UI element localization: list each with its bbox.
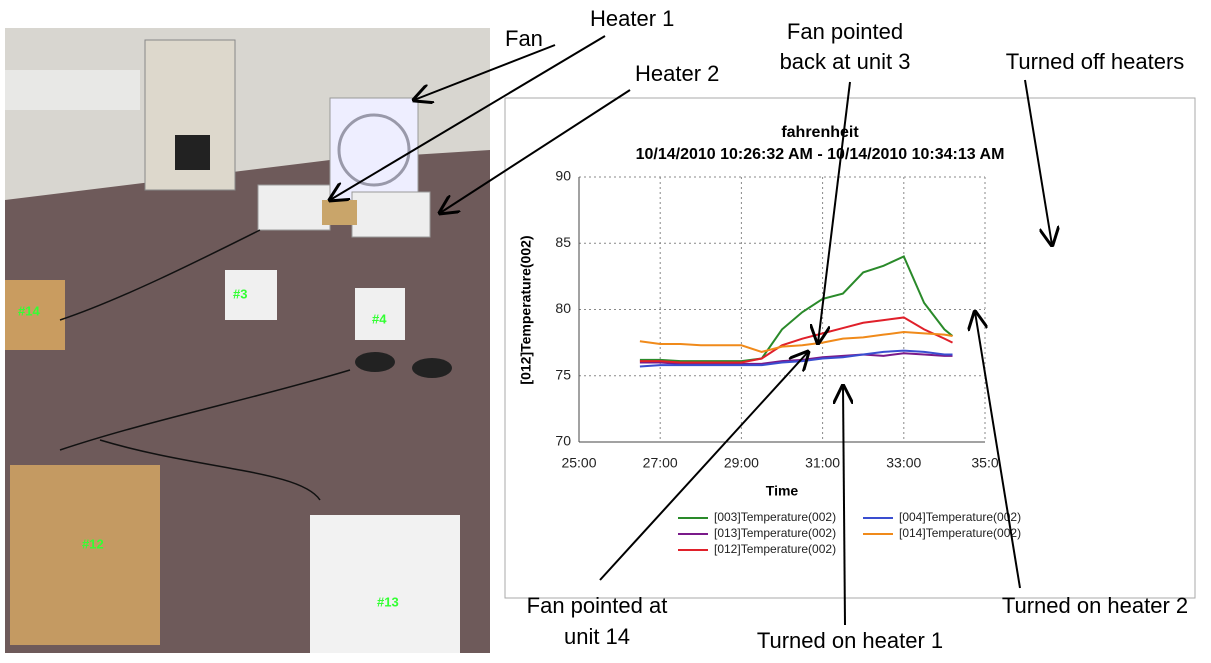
x-tick-label: 29:00 [724,455,759,471]
x-tick-label: 27:00 [643,455,678,471]
y-tick-label: 90 [555,168,571,184]
legend-label: [013]Temperature(002) [714,526,836,540]
annotation: unit 14 [564,624,630,649]
photo-label: #13 [377,594,399,609]
legend-label: [004]Temperature(002) [899,510,1021,524]
photo-label: #12 [82,536,104,551]
y-tick-label: 85 [555,234,571,250]
chart-frame [505,98,1195,598]
x-tick-label: 33:00 [886,455,921,471]
annotation: Heater 1 [590,6,674,31]
annotation: Turned on heater 2 [1002,593,1188,618]
annotation: back at unit 3 [780,49,911,74]
legend-label: [012]Temperature(002) [714,542,836,556]
y-tick-label: 75 [555,366,571,382]
x-tick-label: 25:00 [561,455,596,471]
photo-label: #4 [372,311,387,326]
legend-label: [003]Temperature(002) [714,510,836,524]
y-axis-label: [012]Temperature(002) [518,235,534,384]
photo: #14 #3 #4 #12 #13 [5,28,490,653]
y-tick-label: 70 [555,433,571,449]
annotation: Fan [505,26,543,51]
photo-label: #3 [233,286,247,301]
legend-label: [014]Temperature(002) [899,526,1021,540]
figure: #14 #3 #4 #12 #13 fahrenheit 10/14/2010 … [0,0,1211,658]
annotation: Turned off heaters [1006,49,1185,74]
annotation: Heater 2 [635,61,719,86]
chart-title: fahrenheit [781,124,859,141]
annotation: Turned on heater 1 [757,628,943,653]
chart-subtitle: 10/14/2010 10:26:32 AM - 10/14/2010 10:3… [636,146,1005,163]
x-tick-label: 31:00 [805,455,840,471]
photo-label: #14 [18,303,40,318]
x-tick-label: 35:0 [971,455,998,471]
y-tick-label: 80 [555,300,571,316]
x-axis-label: Time [766,483,799,499]
annotation: Fan pointed [787,19,903,44]
annotation: Fan pointed at [527,593,668,618]
